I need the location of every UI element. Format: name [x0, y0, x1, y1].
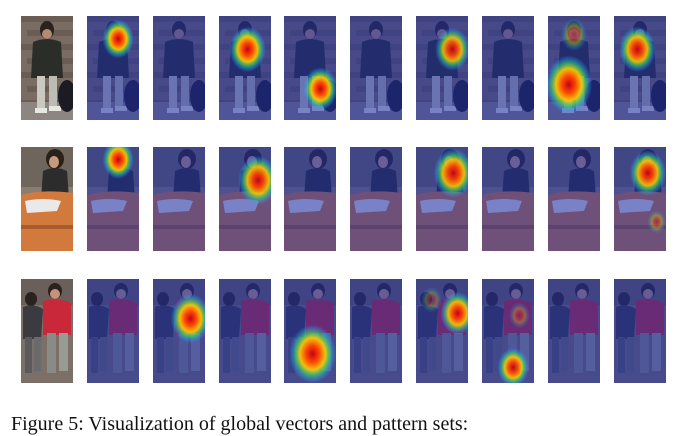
heatmap-row-1-col-5	[284, 16, 336, 120]
heatmap-row-1-col-8	[482, 16, 534, 120]
heatmap-row-2-col-3	[153, 147, 205, 251]
heatmap-row-1-col-9	[548, 16, 600, 120]
heatmap-row-1-col-7	[416, 16, 468, 120]
original-image-row-3	[21, 279, 73, 383]
figure-caption: Figure 5: Visualization of global vector…	[11, 413, 469, 435]
heatmap-row-3-col-8	[482, 279, 534, 383]
heatmap-row-3-col-4	[219, 279, 271, 383]
heatmap-row-3-col-2	[87, 279, 139, 383]
heatmap-row-2-col-7	[416, 147, 468, 251]
figure-visualization-grid	[21, 16, 666, 383]
heatmap-row-3-col-3	[153, 279, 205, 383]
heatmap-row-3-col-7	[416, 279, 468, 383]
heatmap-row-1-col-6	[350, 16, 402, 120]
heatmap-row-3-col-10	[614, 279, 666, 383]
heatmap-row-3-col-6	[350, 279, 402, 383]
heatmap-row-2-col-5	[284, 147, 336, 251]
original-image-row-2	[21, 147, 73, 251]
heatmap-row-1-col-3	[153, 16, 205, 120]
heatmap-row-1-col-2	[87, 16, 139, 120]
heatmap-row-1-col-4	[219, 16, 271, 120]
heatmap-row-2-col-8	[482, 147, 534, 251]
heatmap-row-2-col-10	[614, 147, 666, 251]
heatmap-row-3-col-9	[548, 279, 600, 383]
original-image-row-1	[21, 16, 73, 120]
heatmap-row-2-col-6	[350, 147, 402, 251]
heatmap-row-2-col-9	[548, 147, 600, 251]
heatmap-row-1-col-10	[614, 16, 666, 120]
heatmap-row-2-col-2	[87, 147, 139, 251]
heatmap-row-2-col-4	[219, 147, 271, 251]
heatmap-row-3-col-5	[284, 279, 336, 383]
